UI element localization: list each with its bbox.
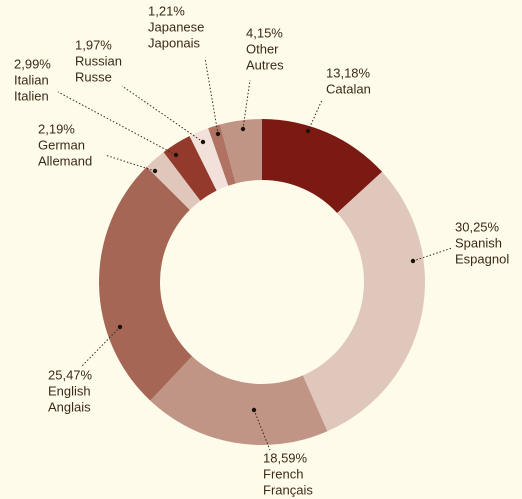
value-label: 2,19%: [38, 122, 75, 137]
donut-segment: [146, 152, 201, 210]
value-label: 2,99%: [14, 57, 51, 72]
leader-line: [253, 409, 271, 451]
leader-dot: [240, 126, 246, 132]
leader-dot: [215, 131, 221, 137]
leader-dot: [251, 407, 257, 413]
leader-line: [121, 85, 204, 143]
category-label: Italian: [14, 73, 49, 88]
donut-segment: [150, 356, 328, 445]
donut-segment: [189, 128, 229, 191]
category-label: German: [38, 138, 85, 153]
donut-segment: [262, 119, 383, 214]
category-label: Catalan: [326, 82, 371, 97]
category-label: Japanese: [148, 20, 204, 35]
leader-dot: [173, 152, 179, 158]
leader-dot: [200, 139, 206, 145]
value-label: 25,47%: [48, 368, 93, 383]
category-label: French: [263, 467, 303, 482]
leader-dot: [117, 324, 123, 330]
category-label: Allemand: [38, 154, 92, 169]
value-label: 18,59%: [263, 451, 308, 466]
category-label: Japonais: [148, 36, 201, 51]
leader-line: [242, 79, 251, 130]
value-label: 30,25%: [455, 220, 500, 235]
category-label: Autres: [246, 58, 284, 73]
donut-segment: [208, 124, 236, 186]
category-label: Italien: [14, 89, 49, 104]
leader-line: [307, 99, 323, 132]
donut-segment: [163, 135, 217, 201]
category-label: Anglais: [48, 400, 91, 415]
value-label: 1,97%: [75, 38, 112, 53]
category-label: Espagnol: [455, 252, 509, 267]
category-label: Russe: [75, 70, 112, 85]
leader-line: [204, 57, 219, 135]
leader-line: [104, 154, 156, 172]
category-label: Français: [263, 483, 313, 498]
leader-dot: [305, 128, 311, 134]
category-label: Spanish: [455, 236, 502, 251]
category-label: Russian: [75, 54, 122, 69]
category-label: English: [48, 384, 91, 399]
donut-segment: [99, 166, 193, 401]
donut-segment: [302, 171, 425, 432]
value-label: 1,21%: [148, 4, 185, 19]
leader-dot: [152, 168, 158, 174]
leader-dot: [410, 258, 416, 264]
category-label: Other: [246, 42, 279, 57]
value-label: 13,18%: [326, 66, 371, 81]
leader-line: [57, 91, 177, 156]
donut-segment: [219, 119, 262, 184]
value-label: 4,15%: [246, 26, 283, 41]
